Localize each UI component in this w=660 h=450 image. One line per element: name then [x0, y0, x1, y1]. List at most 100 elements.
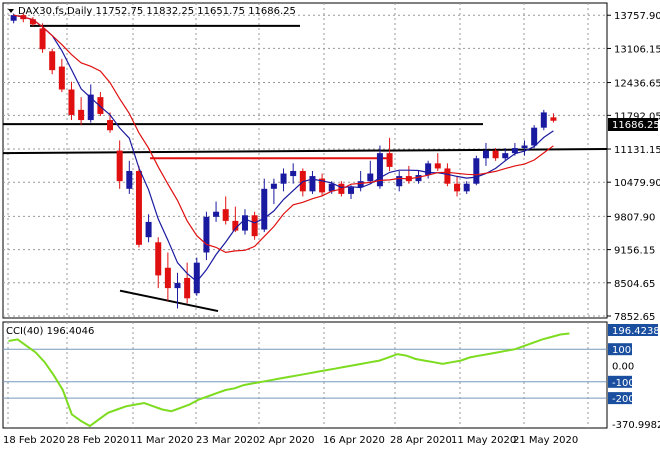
- candle-body: [145, 221, 152, 238]
- collapse-triangle-icon[interactable]: [8, 9, 14, 13]
- candle-body: [521, 145, 528, 149]
- price-axis: 13757.90 13106.15 12436.65 11792.05 11131.15…: [607, 11, 660, 323]
- time-tick-label: 2 Apr 2020: [259, 435, 314, 446]
- candle-body: [213, 211, 220, 217]
- time-tick-label: 28 Apr 2020: [390, 435, 452, 446]
- candle-body: [126, 170, 133, 189]
- candle-body: [49, 51, 56, 71]
- price-tick-label: 13757.90: [614, 11, 660, 22]
- price-tick-label: 9156.15: [614, 246, 655, 257]
- candle-body: [241, 215, 248, 231]
- candle-body: [222, 209, 229, 221]
- cci-value-label: 196.4238: [612, 326, 660, 337]
- time-tick-label: 23 Mar 2020: [196, 435, 259, 446]
- cci-panel-frame: [2, 321, 608, 429]
- candle-body: [261, 188, 268, 230]
- low-trendline: [119, 289, 219, 313]
- candle-body: [502, 153, 509, 159]
- candle-body: [251, 215, 258, 237]
- cci-axis: 100 0.00 -100 -200 -370.9982: [608, 343, 660, 431]
- cci-title: CCI(40) 196.4046: [6, 326, 94, 337]
- moving-averages: [13, 14, 554, 283]
- price-tick-label: 12436.65: [614, 79, 660, 90]
- price-tick-label: 7852.65: [614, 312, 655, 323]
- candle-body: [425, 163, 432, 176]
- candle-body: [174, 283, 181, 289]
- cci-level-badge: [608, 343, 632, 356]
- candle-body: [444, 168, 451, 184]
- candle-body: [357, 181, 364, 188]
- cci-line: [8, 332, 570, 428]
- price-tick-label: 8504.65: [614, 279, 655, 290]
- time-tick-label: 28 Feb 2020: [67, 435, 129, 446]
- candle-body: [270, 183, 277, 189]
- candle-body: [29, 19, 36, 25]
- trend-line: [2, 148, 608, 155]
- candle-body: [97, 97, 104, 114]
- candle-body: [482, 150, 489, 159]
- trendlines[interactable]: [2, 24, 608, 313]
- candle-body: [10, 15, 17, 21]
- cci-tick-label: -200: [612, 394, 635, 405]
- candle-body: [376, 153, 383, 187]
- cci-level-badge: [608, 375, 632, 388]
- price-tick-label: 10479.90: [614, 178, 660, 189]
- candle-body: [309, 176, 316, 192]
- candle-body: [511, 148, 518, 154]
- candle-body: [290, 170, 297, 177]
- current-price-badge: [608, 118, 658, 131]
- candle-body: [116, 150, 123, 182]
- cci-series: [3, 332, 607, 428]
- chart-header: DAX30.fs,Daily 11752.75 11832.25 11651.7…: [18, 6, 296, 17]
- candle-body: [473, 158, 480, 184]
- candle-body: [328, 183, 335, 192]
- time-tick-label: 16 Apr 2020: [323, 435, 385, 446]
- candle-body: [434, 163, 441, 169]
- cci-tick-label: 0.00: [612, 362, 634, 373]
- candle-body: [386, 153, 393, 167]
- time-axis: 18 Feb 2020 28 Feb 2020 11 Mar 2020 23 Mar …: [3, 435, 578, 446]
- candle-body: [492, 150, 499, 159]
- candle-body: [540, 112, 547, 128]
- candle-body: [531, 127, 538, 146]
- cci-tick-label: -370.9982: [612, 420, 660, 431]
- candle-body: [319, 178, 326, 193]
- candle-body: [39, 28, 46, 50]
- cci-level-badge: [608, 392, 632, 405]
- candle-body: [454, 183, 461, 192]
- candle-body: [135, 170, 142, 245]
- candle-body: [78, 109, 85, 121]
- price-tick-label: 11131.15: [614, 145, 660, 156]
- time-tick-label: 11 May 2020: [451, 435, 516, 446]
- time-tick-label: 21 May 2020: [513, 435, 578, 446]
- candle-body: [415, 175, 422, 182]
- price-tick-label: 13106.15: [614, 44, 660, 55]
- candle-body: [184, 277, 191, 299]
- candle-body: [58, 66, 65, 90]
- grid: [3, 3, 607, 428]
- candle-body: [280, 173, 287, 184]
- candlestick-series: [10, 13, 557, 309]
- candle-body: [164, 267, 171, 289]
- price-panel-frame: [2, 2, 608, 319]
- cci-value-badge: [608, 324, 658, 336]
- candle-body: [68, 89, 75, 115]
- candle-body: [193, 262, 200, 294]
- candle-body: [107, 120, 114, 131]
- candle-body: [203, 216, 210, 253]
- time-tick-label: 18 Feb 2020: [3, 435, 65, 446]
- current-price-label: 11686.25: [612, 120, 660, 131]
- time-tick-label: 11 Mar 2020: [130, 435, 193, 446]
- fast-ma-line: [13, 14, 554, 283]
- candle-body: [155, 242, 162, 276]
- candle-body: [367, 173, 374, 182]
- candle-body: [396, 176, 403, 187]
- candle-body: [348, 187, 355, 194]
- candle-body: [463, 183, 470, 192]
- slow-ma-line: [13, 14, 554, 254]
- cci-tick-label: 100: [612, 345, 631, 356]
- price-tick-label: 9807.90: [614, 212, 655, 223]
- price-tick-label: 11792.05: [614, 111, 660, 122]
- candle-body: [232, 220, 239, 231]
